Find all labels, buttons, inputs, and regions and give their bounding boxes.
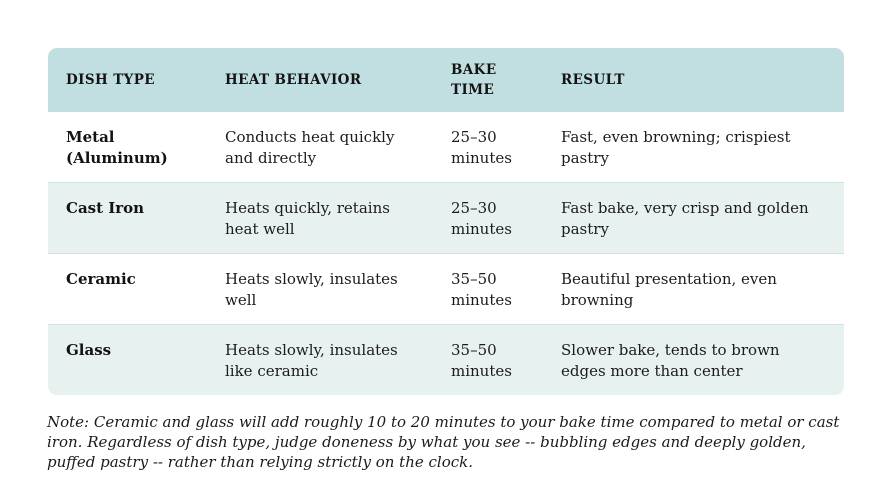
cell-heat-behavior: Heats quickly, retains heat well — [207, 182, 433, 254]
cell-dish-type: Glass — [48, 324, 207, 395]
cell-dish-type: Cast Iron — [48, 182, 207, 254]
column-header-result: RESULT — [543, 48, 844, 112]
cell-result: Beautiful presentation, even browning — [543, 253, 844, 325]
cell-dish-type: Metal (Aluminum) — [48, 112, 207, 183]
table-header: DISH TYPE HEAT BEHAVIOR BAKE TIME RESULT — [48, 48, 844, 112]
table-row: Metal (Aluminum) Conducts heat quickly a… — [48, 112, 844, 183]
cell-heat-behavior: Heats slowly, insulates like ceramic — [207, 324, 433, 395]
cell-result: Fast, even browning; crispiest pastry — [543, 112, 844, 183]
footnote: Note: Ceramic and glass will add roughly… — [47, 413, 840, 471]
table-row: Ceramic Heats slowly, insulates well 35–… — [48, 253, 844, 325]
cell-bake-time: 25–30 minutes — [433, 112, 543, 183]
cell-bake-time: 35–50 minutes — [433, 324, 543, 395]
bake-dish-comparison-table: DISH TYPE HEAT BEHAVIOR BAKE TIME RESULT… — [48, 48, 844, 395]
table: DISH TYPE HEAT BEHAVIOR BAKE TIME RESULT… — [48, 48, 844, 395]
column-header-bake-time: BAKE TIME — [433, 48, 543, 112]
table-row: Glass Heats slowly, insulates like ceram… — [48, 324, 844, 395]
cell-heat-behavior: Heats slowly, insulates well — [207, 253, 433, 325]
table-row: Cast Iron Heats quickly, retains heat we… — [48, 182, 844, 254]
table-body: Metal (Aluminum) Conducts heat quickly a… — [48, 112, 844, 395]
column-header-dish-type: DISH TYPE — [48, 48, 207, 112]
cell-result: Fast bake, very crisp and golden pastry — [543, 182, 844, 254]
cell-heat-behavior: Conducts heat quickly and directly — [207, 112, 433, 183]
header-row: DISH TYPE HEAT BEHAVIOR BAKE TIME RESULT — [48, 48, 844, 112]
cell-result: Slower bake, tends to brown edges more t… — [543, 324, 844, 395]
cell-bake-time: 25–30 minutes — [433, 182, 543, 254]
cell-dish-type: Ceramic — [48, 253, 207, 325]
cell-bake-time: 35–50 minutes — [433, 253, 543, 325]
column-header-heat-behavior: HEAT BEHAVIOR — [207, 48, 433, 112]
